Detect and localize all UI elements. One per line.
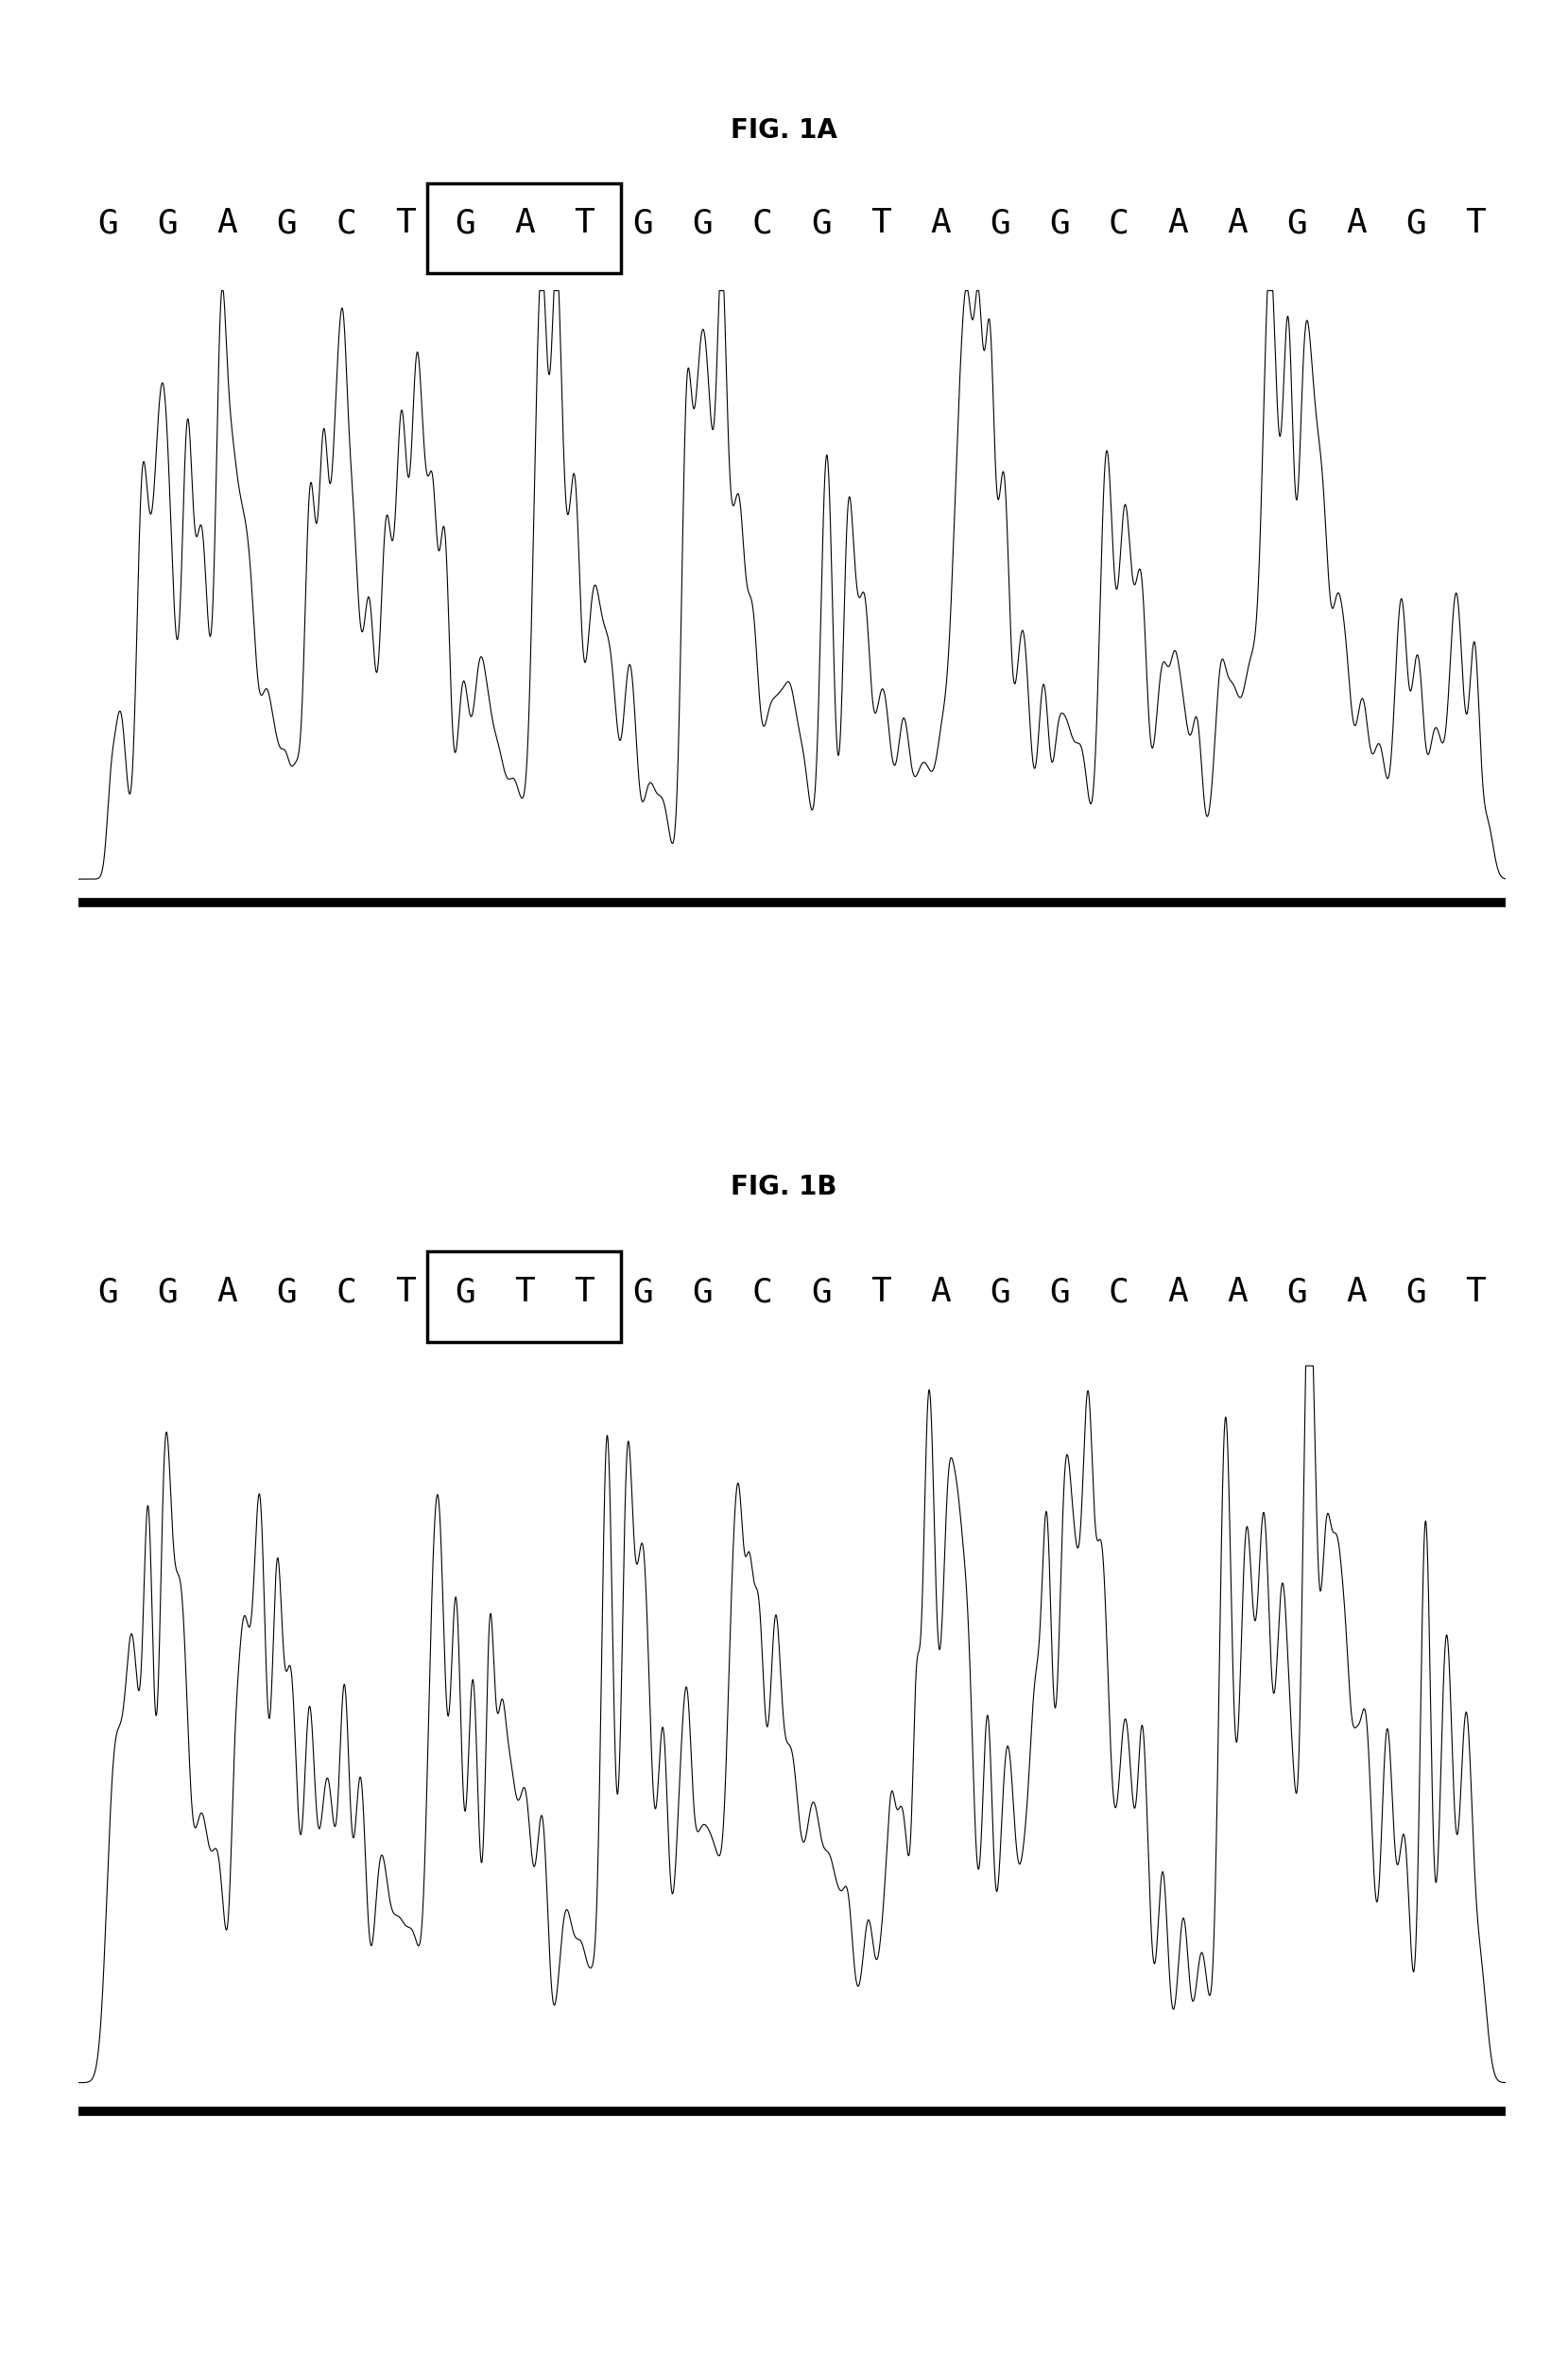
Text: T: T — [514, 1275, 535, 1309]
Text: G: G — [1287, 1275, 1308, 1309]
Text: G: G — [633, 207, 654, 240]
Text: T: T — [395, 1275, 416, 1309]
Text: G: G — [1049, 207, 1069, 240]
Text: FIG. 1B: FIG. 1B — [731, 1173, 837, 1202]
Text: C: C — [751, 207, 773, 240]
Text: A: A — [930, 1275, 950, 1309]
Text: C: C — [336, 1275, 356, 1309]
Text: A: A — [1228, 1275, 1248, 1309]
Text: G: G — [276, 1275, 296, 1309]
Text: T: T — [574, 207, 594, 240]
Text: G: G — [811, 207, 833, 240]
Text: T: T — [574, 1275, 594, 1309]
Text: C: C — [1109, 207, 1129, 240]
Text: A: A — [1347, 207, 1367, 240]
Text: G: G — [157, 207, 177, 240]
Text: G: G — [1287, 207, 1308, 240]
Text: G: G — [989, 207, 1010, 240]
Text: C: C — [751, 1275, 773, 1309]
Text: G: G — [989, 1275, 1010, 1309]
Text: T: T — [395, 207, 416, 240]
Text: G: G — [455, 207, 475, 240]
Text: A: A — [216, 207, 237, 240]
Text: A: A — [1228, 207, 1248, 240]
Text: FIG. 1A: FIG. 1A — [731, 116, 837, 145]
Text: C: C — [1109, 1275, 1129, 1309]
Text: G: G — [455, 1275, 475, 1309]
Text: A: A — [930, 207, 950, 240]
Text: G: G — [1049, 1275, 1069, 1309]
Text: A: A — [216, 1275, 237, 1309]
Text: C: C — [336, 207, 356, 240]
Text: A: A — [514, 207, 535, 240]
Text: G: G — [693, 207, 713, 240]
Text: T: T — [870, 207, 891, 240]
Text: A: A — [1168, 1275, 1189, 1309]
Text: G: G — [276, 207, 296, 240]
Text: A: A — [1347, 1275, 1367, 1309]
Text: G: G — [1406, 1275, 1427, 1309]
Text: G: G — [633, 1275, 654, 1309]
Text: T: T — [1465, 1275, 1486, 1309]
Text: G: G — [97, 207, 119, 240]
Text: G: G — [811, 1275, 833, 1309]
Text: G: G — [157, 1275, 177, 1309]
Text: G: G — [1406, 207, 1427, 240]
Text: T: T — [1465, 207, 1486, 240]
Text: G: G — [693, 1275, 713, 1309]
Text: A: A — [1168, 207, 1189, 240]
Text: T: T — [870, 1275, 891, 1309]
Text: G: G — [97, 1275, 119, 1309]
